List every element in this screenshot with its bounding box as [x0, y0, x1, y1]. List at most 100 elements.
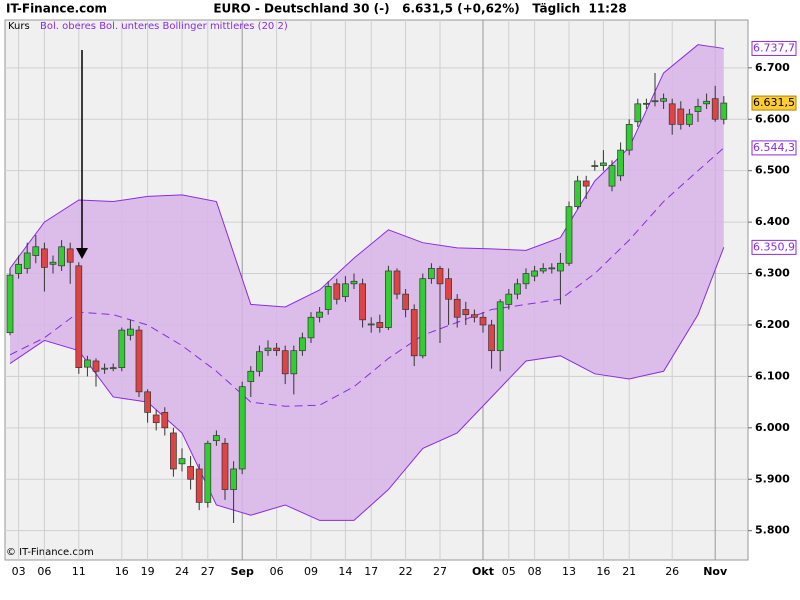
candle-body	[213, 435, 220, 442]
candle-body	[479, 316, 487, 326]
candle-body	[23, 252, 31, 269]
x-tick-label: Sep	[231, 565, 254, 578]
candle-body	[230, 468, 237, 490]
candle-body	[290, 350, 298, 375]
candle-body	[195, 468, 203, 503]
arrow-head	[76, 248, 88, 259]
legend: Bol. oberes Bol. unteres Bollinger mittl…	[40, 21, 288, 32]
candle-body	[307, 316, 315, 339]
x-tick-label: 13	[562, 565, 576, 578]
candle-body	[677, 108, 685, 125]
candle-body	[66, 248, 74, 263]
candle-body	[686, 113, 693, 125]
candle-body	[539, 268, 547, 272]
candle-body	[591, 165, 599, 167]
candle-body	[161, 412, 169, 429]
x-tick-label: 05	[502, 565, 516, 578]
value-badge-label: 6.737,7	[753, 41, 795, 54]
candle-body	[651, 100, 659, 103]
candle-body	[505, 293, 513, 305]
candle-body	[402, 293, 409, 310]
value-badge	[751, 95, 797, 111]
candle-body	[471, 314, 478, 318]
candle-body	[49, 261, 57, 265]
candle-body	[256, 351, 263, 372]
candle-body	[204, 442, 212, 503]
band-line	[9, 147, 725, 407]
candle-body	[488, 324, 495, 352]
candle-body	[247, 370, 255, 382]
x-tick-label: 16	[115, 565, 129, 578]
legend-entry: Bol. unteres	[99, 21, 159, 32]
candle-body	[15, 263, 22, 274]
candle-body	[350, 280, 358, 285]
candle-body	[462, 309, 470, 316]
candle-body	[419, 278, 427, 357]
candle-body	[75, 265, 83, 369]
value-badge-label: 6.544,3	[753, 141, 795, 154]
candle-body	[694, 106, 702, 112]
candle-body	[101, 367, 108, 370]
y-tick-label: 6.300	[755, 267, 790, 280]
candle-body	[109, 367, 117, 370]
candle-body	[410, 309, 418, 357]
x-tick-label: 26	[665, 565, 679, 578]
candle-body	[178, 458, 186, 465]
candle-body	[720, 102, 728, 120]
x-tick-label: 06	[37, 565, 51, 578]
x-tick-label: 27	[201, 565, 215, 578]
candle-body	[127, 328, 134, 336]
candle-body	[531, 270, 538, 277]
candle-body	[316, 311, 323, 318]
candle-body	[574, 180, 581, 208]
y-tick-label: 6.000	[755, 421, 790, 434]
legend-entry: Bollinger mittleres (20 2)	[163, 21, 288, 32]
candle-body	[703, 100, 710, 105]
candle-body	[660, 98, 667, 102]
candle-body	[152, 414, 160, 424]
legend-entry: Bol. oberes	[40, 21, 96, 32]
candle-body	[453, 298, 461, 318]
y-tick-label: 6.500	[755, 164, 790, 177]
legend-entry: Kurs	[8, 21, 30, 32]
candle-body	[58, 246, 65, 267]
y-tick-label: 5.900	[755, 472, 790, 485]
chart-title: EURO - Deutschland 30 (-) 6.631,5 (+0,62…	[213, 2, 626, 16]
value-badge	[751, 40, 797, 56]
candle-body	[643, 102, 650, 105]
value-badge	[751, 140, 797, 156]
x-tick-label: 21	[622, 565, 636, 578]
x-tick-label: 06	[270, 565, 284, 578]
candle-body	[625, 124, 633, 151]
candle-body	[41, 248, 48, 268]
candle-body	[582, 180, 590, 187]
candle-body	[522, 273, 530, 285]
candle-body	[264, 347, 272, 352]
candle-body	[548, 267, 556, 270]
candle-body	[557, 262, 564, 272]
candle-body	[514, 283, 521, 295]
candle-body	[367, 323, 375, 326]
candle-body	[221, 442, 229, 490]
candle-body	[6, 274, 14, 334]
y-tick-label: 6.400	[755, 215, 790, 228]
y-tick-label: 6.600	[755, 112, 790, 125]
candle-body	[376, 322, 384, 328]
candle-body	[333, 283, 341, 300]
candle-body	[608, 165, 616, 187]
candle-body	[436, 268, 444, 285]
y-tick-label: 6.700	[755, 61, 790, 74]
candle-body	[238, 386, 246, 470]
x-tick-label: 14	[338, 565, 352, 578]
candle-body	[281, 350, 289, 375]
y-tick-label: 6.100	[755, 369, 790, 382]
candle-body	[187, 466, 194, 480]
x-tick-label: 11	[72, 565, 86, 578]
x-tick-label: 22	[399, 565, 413, 578]
candle-body	[668, 103, 676, 125]
value-badge	[751, 239, 797, 255]
candle-body	[170, 432, 177, 470]
x-tick-label: 03	[12, 565, 26, 578]
x-tick-label: 08	[528, 565, 542, 578]
